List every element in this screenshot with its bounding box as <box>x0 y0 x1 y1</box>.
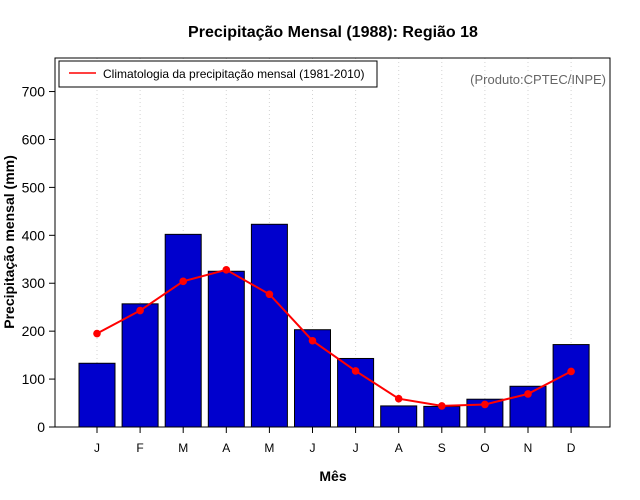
bar-4 <box>207 270 245 428</box>
y-tick-label: 200 <box>22 323 46 339</box>
x-tick-label: N <box>524 441 533 455</box>
climatology-point-7 <box>351 367 360 375</box>
plot-frame <box>54 57 611 428</box>
climatology-point-11 <box>524 390 532 398</box>
climatology-point-12 <box>567 367 575 376</box>
climatology-line-group <box>93 266 575 410</box>
x-axis-title: Mês <box>319 468 346 484</box>
bar-12 <box>552 344 590 428</box>
climatology-point-10 <box>481 400 489 409</box>
x-tick-label: S <box>438 441 446 455</box>
x-tick-label: J <box>94 441 100 455</box>
y-tick-label: 0 <box>37 419 45 435</box>
chart-title: Precipitação Mensal (1988): Região 18 <box>188 24 478 41</box>
climatology-line <box>96 268 572 407</box>
bar-5 <box>250 223 288 428</box>
climatology-point-6 <box>308 336 317 345</box>
climatology-point-9 <box>438 402 446 410</box>
x-tick-label: M <box>178 441 188 455</box>
x-tick-label: A <box>395 441 403 455</box>
y-axis: 0 100 200 300 400 500 600 700 <box>22 84 55 435</box>
bar-6 <box>294 329 331 428</box>
y-tick-label: 500 <box>22 179 46 195</box>
bar-2 <box>121 303 159 428</box>
x-tick-label: A <box>222 441 230 455</box>
x-tick-label: J <box>310 441 316 455</box>
y-tick-label: 100 <box>22 371 46 387</box>
x-tick-label: O <box>480 441 489 455</box>
x-tick-label: J <box>353 441 359 455</box>
bars <box>78 223 590 428</box>
climatology-point-8 <box>394 394 403 403</box>
climatology-point-3 <box>179 277 187 286</box>
legend-box <box>58 60 378 88</box>
x-tick-label: D <box>567 441 576 455</box>
legend: Climatologia da precipitação mensal (198… <box>58 60 378 88</box>
climatology-point-5 <box>265 290 274 299</box>
y-tick-label: 400 <box>22 227 46 243</box>
y-tick-label: 300 <box>22 275 46 291</box>
bar-8 <box>380 405 418 428</box>
x-tick-label: M <box>264 441 274 455</box>
credit-annotation: (Produto:CPTEC/INPE) <box>470 72 606 87</box>
climatology-point-2 <box>136 306 144 315</box>
y-tick-label: 600 <box>22 131 46 147</box>
bar-1 <box>78 362 116 428</box>
legend-label: Climatologia da precipitação mensal (198… <box>103 67 364 81</box>
bar-3 <box>164 233 202 428</box>
x-tick-label: F <box>136 441 143 455</box>
climatology-point-1 <box>93 329 101 338</box>
y-axis-title: Precipitação mensal (mm) <box>1 155 17 329</box>
climatology-point-4 <box>222 266 231 274</box>
y-tick-label: 700 <box>22 84 46 100</box>
